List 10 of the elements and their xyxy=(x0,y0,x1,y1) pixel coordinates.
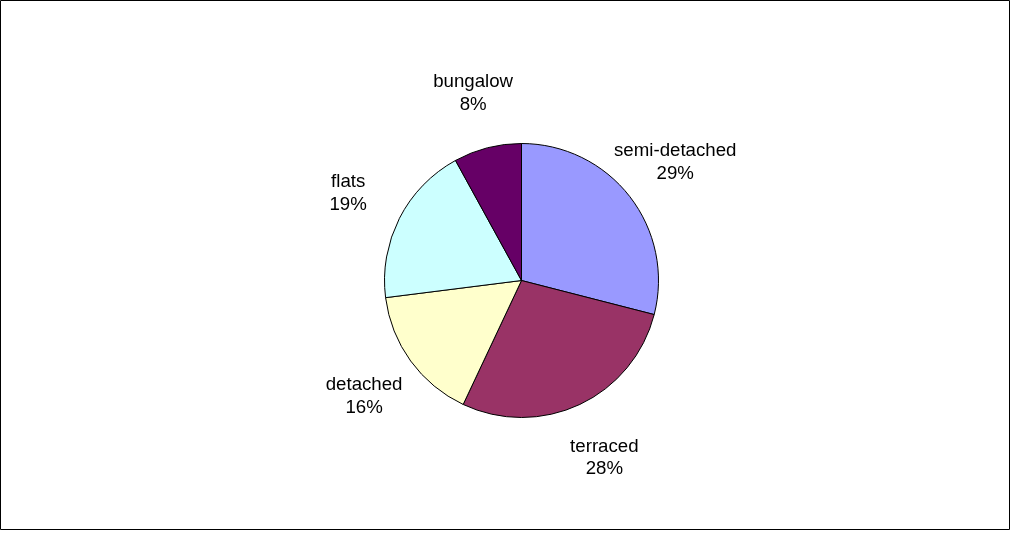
slice-label: detached xyxy=(325,373,403,395)
slice-label: terraced xyxy=(570,434,639,456)
data-label: 28% xyxy=(585,457,623,479)
slice-label: bungalow xyxy=(433,70,514,92)
slice-label: semi-detached xyxy=(614,139,737,161)
data-label: 16% xyxy=(345,395,383,417)
data-label: 19% xyxy=(329,192,367,214)
slice-label: flats xyxy=(331,170,366,192)
data-label: 8% xyxy=(459,92,487,114)
data-label: 29% xyxy=(656,162,694,184)
